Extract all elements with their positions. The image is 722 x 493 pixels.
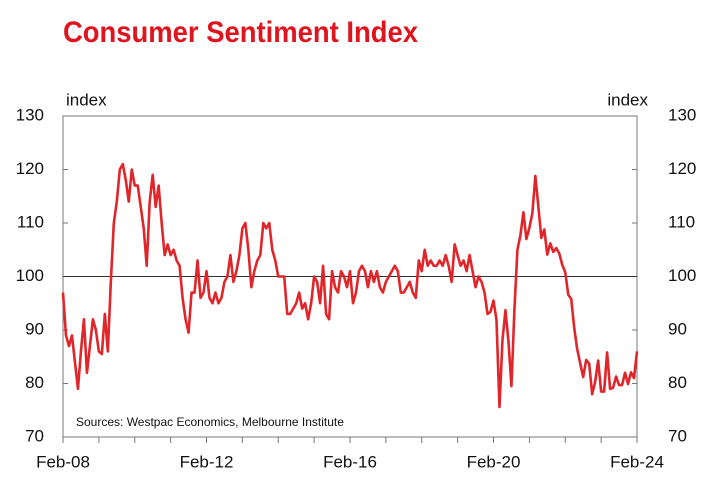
y-axis-label: index bbox=[66, 90, 107, 109]
x-tick-label: Feb-20 bbox=[467, 452, 521, 471]
source-note: Sources: Westpac Economics, Melbourne In… bbox=[76, 415, 344, 429]
y2-axis-label: index bbox=[607, 90, 648, 109]
y-tick-label: 100 bbox=[16, 266, 44, 285]
y-tick-label: 80 bbox=[25, 373, 44, 392]
y2-tick-label: 80 bbox=[668, 373, 687, 392]
x-tick-label: Feb-24 bbox=[610, 452, 664, 471]
y2-tick-label: 120 bbox=[668, 159, 696, 178]
chart-title: Consumer Sentiment Index bbox=[63, 16, 418, 49]
y-tick-label: 90 bbox=[25, 319, 44, 338]
y2-tick-label: 130 bbox=[668, 105, 696, 124]
y2-tick-label: 70 bbox=[668, 426, 687, 445]
x-tick-label: Feb-12 bbox=[180, 452, 234, 471]
y-tick-label: 70 bbox=[25, 426, 44, 445]
y-tick-label: 110 bbox=[17, 212, 44, 231]
y-tick-label: 130 bbox=[16, 105, 44, 124]
x-tick-label: Feb-08 bbox=[36, 452, 90, 471]
y-tick-label: 120 bbox=[16, 159, 44, 178]
x-tick-label: Feb-16 bbox=[323, 452, 377, 471]
y2-tick-label: 90 bbox=[668, 319, 687, 338]
y2-tick-label: 110 bbox=[668, 212, 695, 231]
data-line bbox=[61, 162, 639, 409]
y2-tick-label: 100 bbox=[668, 266, 696, 285]
